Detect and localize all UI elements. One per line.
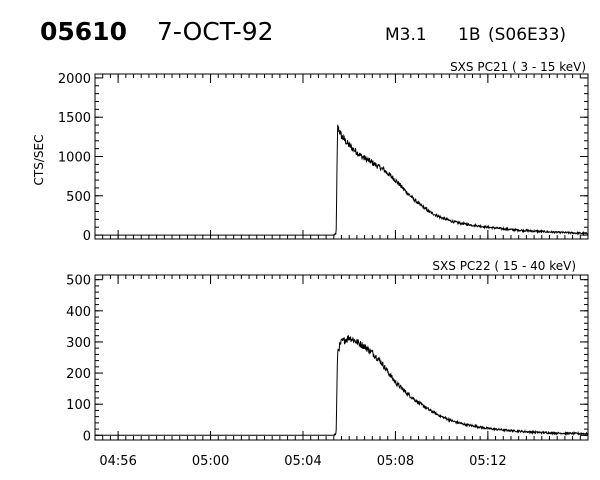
- series-line-pc22: [95, 335, 589, 437]
- axis-ticks-pc22: 0 100 200 300 400 500: [66, 274, 589, 444]
- y-tick-label: 500: [66, 190, 91, 205]
- plot-frame-pc22: [94, 274, 589, 441]
- y-tick-label: 500: [66, 274, 91, 289]
- y-tick-label: 0: [83, 429, 91, 444]
- optical-class: 1B: [458, 25, 480, 45]
- y-axis-label: CTS/SEC: [32, 135, 46, 186]
- panel-pc22: SXS PC22 ( 15 - 40 keV) 0 100 200 300 400 500: [66, 259, 589, 444]
- x-tick-label: 05:00: [192, 454, 229, 469]
- y-tick-label: 2000: [58, 72, 91, 87]
- y-tick-label: 1500: [58, 111, 91, 126]
- panel-pc21: SXS PC21 ( 3 - 15 keV) CTS/SEC 0 500 1000 1…: [32, 60, 589, 244]
- series-line-pc21: [95, 124, 588, 236]
- x-tick-label: 04:56: [99, 454, 136, 469]
- y-tick-label: 400: [66, 305, 91, 320]
- x-tick-label: 05:04: [284, 454, 321, 469]
- x-tick-label: 05:08: [377, 454, 414, 469]
- panel-title-pc21: SXS PC21 ( 3 - 15 keV): [450, 60, 586, 74]
- y-tick-label: 300: [66, 336, 91, 351]
- y-tick-label: 0: [83, 229, 91, 244]
- y-tick-label: 1000: [58, 151, 91, 166]
- axis-ticks-pc21: 0 500 1000 1500 2000: [58, 72, 589, 244]
- flare-location: (S06E33): [488, 25, 566, 45]
- x-tick-label: 05:12: [469, 454, 506, 469]
- y-tick-label: 200: [66, 367, 91, 382]
- x-tick-labels: 04:56 05:00 05:04 05:08 05:12: [99, 454, 506, 469]
- panel-title-pc22: SXS PC22 ( 15 - 40 keV): [432, 259, 576, 273]
- event-id: 05610: [40, 17, 127, 46]
- y-tick-label: 100: [66, 398, 91, 413]
- plot-frame-pc21: [94, 73, 589, 240]
- flare-class: M3.1: [385, 25, 427, 45]
- event-date: 7-OCT-92: [157, 17, 274, 46]
